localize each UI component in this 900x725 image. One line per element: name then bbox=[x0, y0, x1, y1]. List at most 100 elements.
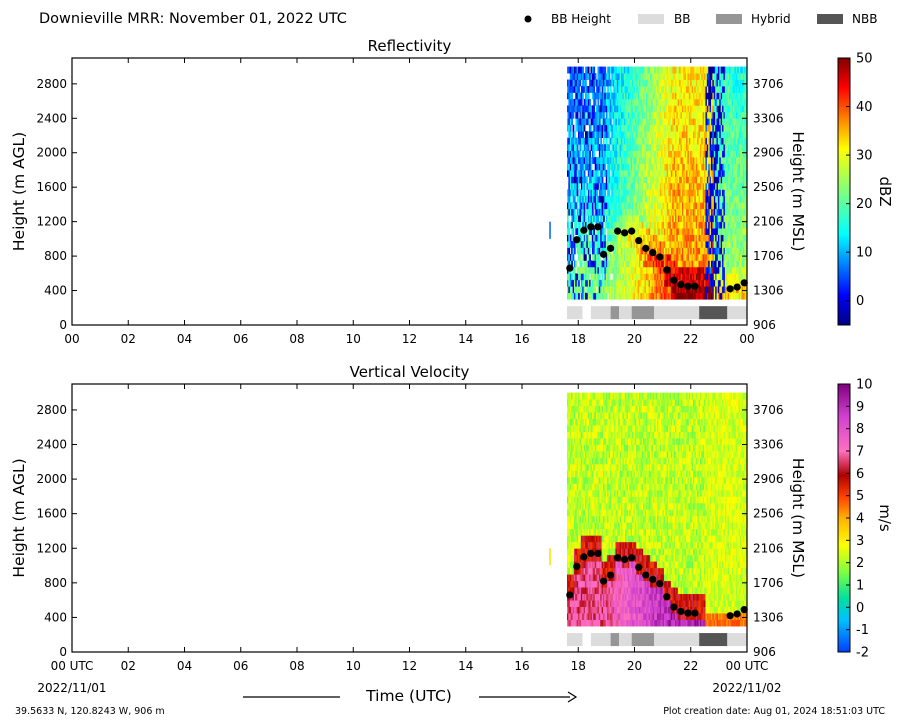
heatmap-cell bbox=[733, 92, 735, 100]
heatmap-cell bbox=[719, 137, 722, 145]
heatmap-cell bbox=[627, 279, 630, 287]
heatmap-cell bbox=[720, 195, 723, 203]
heatmap-cell bbox=[706, 92, 709, 100]
heatmap-cell bbox=[723, 241, 726, 248]
heatmap-cell bbox=[616, 247, 619, 255]
heatmap-cell bbox=[706, 228, 709, 235]
heatmap-cell bbox=[623, 73, 626, 80]
heatmap-cell bbox=[704, 208, 706, 216]
heatmap-cell bbox=[583, 189, 586, 197]
heatmap-cell bbox=[711, 266, 713, 274]
heatmap-cell bbox=[616, 157, 619, 164]
heatmap-cell bbox=[706, 286, 709, 294]
heatmap-cell bbox=[693, 228, 695, 235]
heatmap-cell bbox=[572, 561, 575, 569]
heatmap-cell bbox=[701, 189, 704, 197]
heatmap-cell bbox=[673, 144, 676, 151]
heatmap-cell bbox=[706, 266, 709, 274]
heatmap-cell bbox=[572, 548, 575, 556]
heatmap-cell bbox=[738, 169, 741, 177]
heatmap-cell bbox=[582, 105, 585, 113]
heatmap-cell bbox=[611, 144, 614, 151]
heatmap-cell bbox=[679, 241, 681, 248]
heatmap-cell bbox=[705, 73, 708, 80]
heatmap-cell bbox=[720, 131, 723, 139]
heatmap-cell bbox=[600, 241, 603, 248]
heatmap-cell bbox=[740, 228, 742, 235]
heatmap-cell bbox=[648, 85, 651, 93]
heatmap-cell bbox=[716, 92, 719, 100]
heatmap-cell bbox=[572, 463, 575, 471]
heatmap-cell bbox=[644, 150, 647, 158]
heatmap-cell bbox=[691, 195, 694, 203]
heatmap-cell bbox=[677, 234, 680, 242]
heatmap-cell bbox=[571, 405, 573, 413]
heatmap-cell bbox=[686, 228, 688, 235]
heatmap-cell bbox=[576, 118, 579, 126]
heatmap-cell bbox=[589, 260, 591, 268]
heatmap-cell bbox=[571, 98, 573, 106]
heatmap-cell bbox=[713, 150, 716, 158]
heatmap-cell bbox=[630, 124, 633, 132]
heatmap-cell bbox=[655, 85, 658, 93]
heatmap-cell bbox=[594, 279, 597, 287]
heatmap-cell bbox=[729, 182, 731, 190]
heatmap-cell bbox=[576, 587, 579, 595]
heatmap-cell bbox=[573, 438, 576, 445]
heatmap-cell bbox=[605, 73, 608, 80]
heatmap-cell bbox=[639, 124, 641, 132]
heatmap-cell bbox=[669, 189, 672, 197]
heatmap-cell bbox=[691, 150, 694, 158]
heatmap-cell bbox=[582, 221, 585, 229]
heatmap-cell bbox=[571, 587, 573, 595]
panel-title: Vertical Velocity bbox=[350, 363, 470, 381]
heatmap-cell bbox=[727, 85, 730, 93]
heatmap-cell bbox=[723, 176, 726, 184]
heatmap-cell bbox=[571, 418, 573, 426]
heatmap-cell bbox=[680, 234, 683, 242]
heatmap-cell bbox=[679, 118, 681, 126]
heatmap-cell bbox=[684, 66, 687, 74]
heatmap-cell bbox=[652, 253, 655, 261]
heatmap-cell bbox=[625, 118, 627, 126]
heatmap-cell bbox=[722, 228, 724, 235]
heatmap-cell bbox=[719, 182, 722, 190]
heatmap-cell bbox=[575, 221, 578, 229]
heatmap-cell bbox=[697, 150, 699, 158]
heatmap-cell bbox=[648, 73, 651, 80]
heatmap-cell bbox=[596, 260, 598, 268]
heatmap-cell bbox=[627, 208, 630, 216]
heatmap-cell bbox=[658, 195, 661, 203]
heatmap-cell bbox=[582, 131, 585, 139]
heatmap-cell bbox=[711, 273, 713, 281]
heatmap-cell bbox=[729, 189, 731, 197]
heatmap-cell bbox=[651, 221, 654, 229]
heatmap-cell bbox=[582, 150, 585, 158]
heatmap-cell bbox=[701, 195, 704, 203]
heatmap-cell bbox=[575, 405, 578, 413]
heatmap-cell bbox=[619, 73, 622, 80]
heatmap-cell bbox=[681, 253, 684, 261]
legend-bb-height-marker bbox=[524, 15, 532, 23]
heatmap-cell bbox=[740, 144, 742, 151]
heatmap-cell bbox=[609, 228, 612, 235]
heatmap-cell bbox=[641, 163, 644, 171]
heatmap-cell bbox=[604, 241, 607, 248]
heatmap-cell bbox=[647, 118, 650, 126]
heatmap-cell bbox=[704, 66, 706, 74]
heatmap-cell bbox=[734, 182, 737, 190]
heatmap-cell bbox=[673, 228, 676, 235]
heatmap-cell bbox=[650, 111, 652, 119]
heatmap-cell bbox=[567, 418, 569, 426]
heatmap-cell bbox=[693, 105, 695, 113]
heatmap-cell bbox=[572, 157, 575, 164]
heatmap-cell bbox=[681, 176, 684, 184]
heatmap-cell bbox=[580, 157, 583, 164]
heatmap-cell bbox=[713, 247, 716, 255]
x-tick-label: 02 bbox=[121, 332, 136, 346]
heatmap-cell bbox=[702, 202, 705, 210]
heatmap-cell bbox=[650, 118, 652, 126]
heatmap-cell bbox=[623, 266, 626, 274]
heatmap-cell bbox=[662, 124, 665, 132]
